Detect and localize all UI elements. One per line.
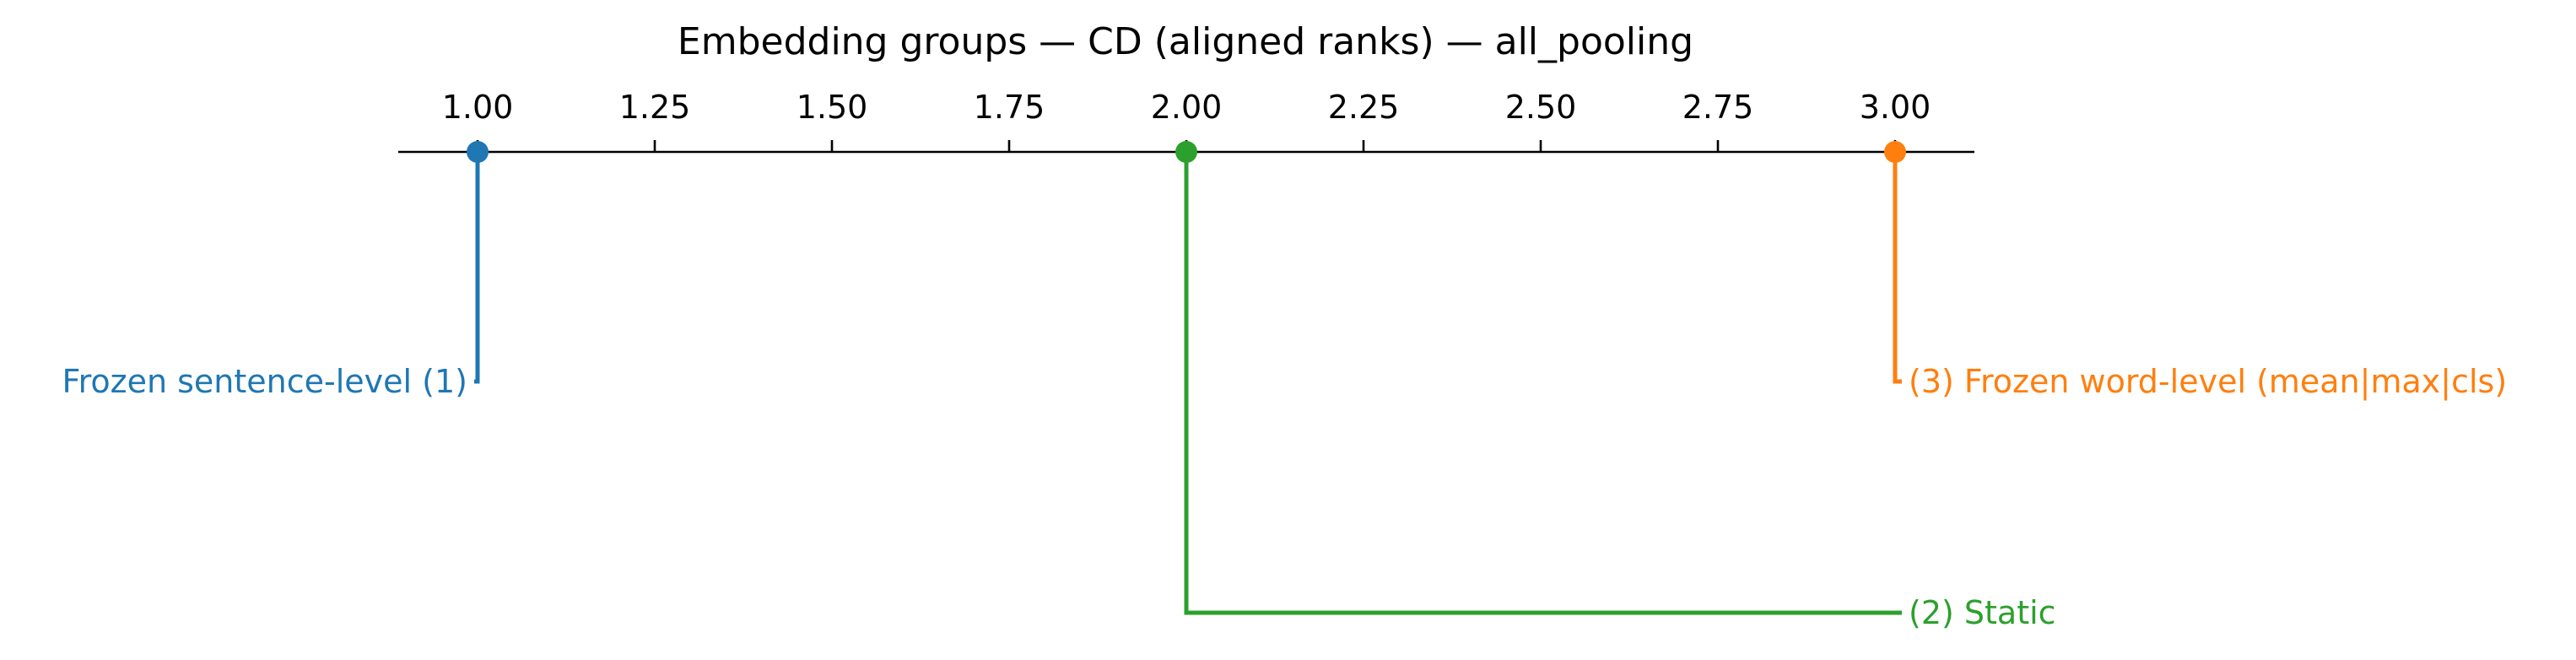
tick-label: 1.75 bbox=[974, 89, 1045, 126]
series-label-2: (2) Static bbox=[1909, 594, 2056, 631]
tick-label: 1.25 bbox=[619, 89, 691, 126]
connector-2 bbox=[1184, 152, 1902, 615]
series-label-3: (3) Frozen word-level (mean|max|cls) bbox=[1909, 363, 2507, 401]
series-label-1: Frozen sentence-level (1) bbox=[62, 363, 468, 400]
tick-label: 3.00 bbox=[1860, 89, 1931, 126]
connectors bbox=[474, 152, 1902, 615]
rank-marker-3 bbox=[1884, 141, 1906, 163]
tick-label: 2.25 bbox=[1328, 89, 1400, 126]
tick-label: 1.00 bbox=[442, 89, 514, 126]
rank-markers bbox=[467, 141, 1906, 163]
tick-label: 2.50 bbox=[1505, 89, 1577, 126]
tick-label: 2.75 bbox=[1682, 89, 1754, 126]
rank-marker-2 bbox=[1175, 141, 1197, 163]
connector-3 bbox=[1893, 152, 1902, 384]
axis-ticks: 1.00 1.25 1.50 1.75 2.00 2.25 2.50 2.75 3.00 bbox=[442, 89, 1931, 152]
series-labels: Frozen sentence-level (1) (2) Static (3) F… bbox=[62, 363, 2508, 631]
chart-title: Embedding groups — CD (aligned ranks) — … bbox=[678, 20, 1693, 63]
tick-label: 2.00 bbox=[1151, 89, 1223, 126]
connector-1 bbox=[474, 152, 480, 384]
rank-marker-1 bbox=[467, 141, 489, 163]
tick-label: 1.50 bbox=[797, 89, 868, 126]
